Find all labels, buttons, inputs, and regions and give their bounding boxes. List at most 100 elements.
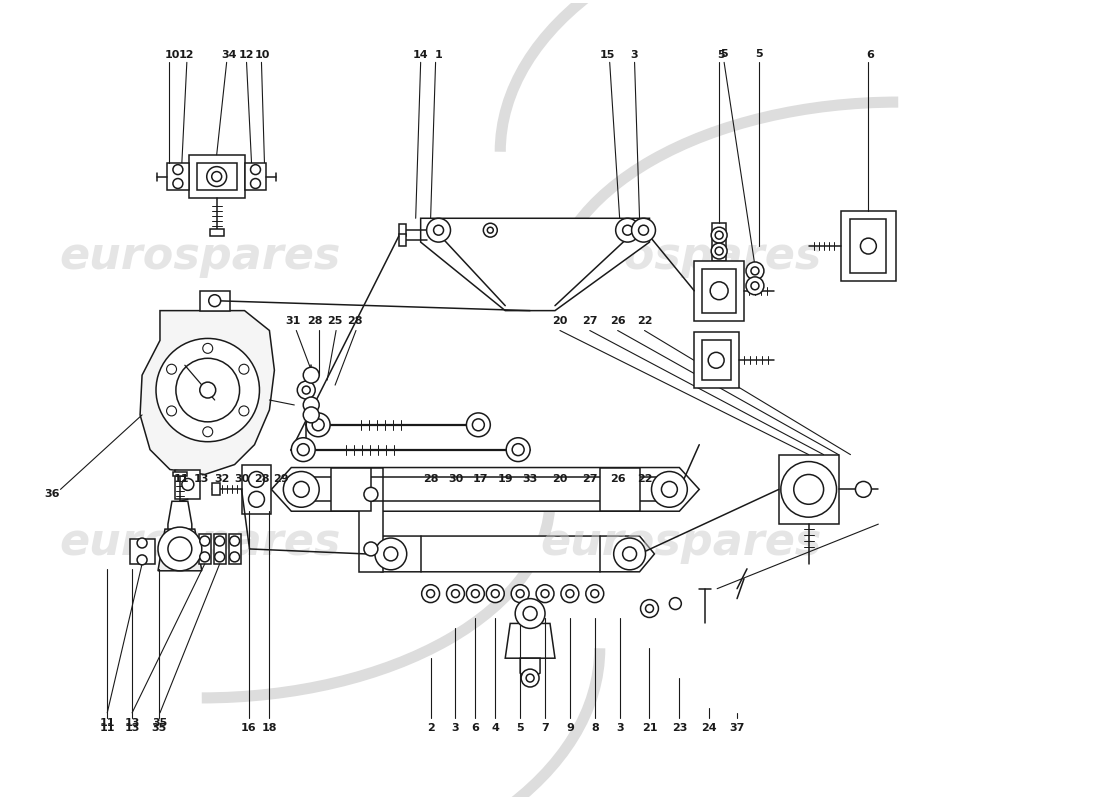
Circle shape bbox=[856, 482, 871, 498]
Text: eurospares: eurospares bbox=[59, 235, 341, 278]
Text: 5: 5 bbox=[755, 50, 762, 59]
Text: 10: 10 bbox=[255, 50, 271, 61]
Text: 6: 6 bbox=[867, 50, 875, 61]
Circle shape bbox=[631, 218, 656, 242]
Polygon shape bbox=[140, 310, 274, 474]
Circle shape bbox=[591, 590, 598, 598]
Circle shape bbox=[486, 585, 504, 602]
Text: 8: 8 bbox=[591, 722, 598, 733]
Circle shape bbox=[433, 226, 443, 235]
Text: 31: 31 bbox=[286, 315, 301, 326]
Circle shape bbox=[200, 536, 210, 546]
Text: eurospares: eurospares bbox=[540, 522, 822, 565]
Circle shape bbox=[781, 462, 836, 517]
Polygon shape bbox=[399, 224, 406, 236]
Text: 17: 17 bbox=[473, 474, 488, 485]
Circle shape bbox=[211, 171, 222, 182]
Polygon shape bbox=[213, 534, 226, 564]
Circle shape bbox=[304, 397, 319, 413]
Polygon shape bbox=[520, 658, 540, 676]
Text: 26: 26 bbox=[609, 474, 626, 485]
Circle shape bbox=[492, 590, 499, 598]
Text: 25: 25 bbox=[328, 315, 343, 326]
Text: eurospares: eurospares bbox=[59, 522, 341, 565]
Circle shape bbox=[306, 413, 330, 437]
Circle shape bbox=[427, 218, 451, 242]
Polygon shape bbox=[199, 534, 211, 564]
Text: 30: 30 bbox=[234, 474, 250, 485]
Circle shape bbox=[156, 338, 260, 442]
Text: 11: 11 bbox=[99, 722, 116, 733]
Circle shape bbox=[200, 552, 210, 562]
Circle shape bbox=[472, 419, 484, 430]
Circle shape bbox=[421, 585, 440, 602]
Circle shape bbox=[427, 590, 434, 598]
Circle shape bbox=[536, 585, 554, 602]
Circle shape bbox=[202, 427, 212, 437]
Circle shape bbox=[715, 247, 723, 255]
Polygon shape bbox=[189, 154, 244, 198]
Text: 32: 32 bbox=[214, 474, 230, 485]
Polygon shape bbox=[211, 483, 220, 495]
Circle shape bbox=[182, 478, 194, 490]
Circle shape bbox=[526, 674, 535, 682]
Polygon shape bbox=[702, 269, 736, 313]
Circle shape bbox=[751, 282, 759, 290]
Circle shape bbox=[472, 590, 480, 598]
Text: 37: 37 bbox=[729, 722, 745, 733]
Polygon shape bbox=[712, 223, 726, 261]
Polygon shape bbox=[850, 219, 887, 273]
Circle shape bbox=[138, 555, 147, 565]
Circle shape bbox=[209, 294, 221, 306]
Text: 13: 13 bbox=[124, 722, 140, 733]
Circle shape bbox=[561, 585, 579, 602]
Circle shape bbox=[860, 238, 877, 254]
Text: 27: 27 bbox=[582, 474, 597, 485]
Polygon shape bbox=[359, 467, 383, 572]
Text: 5: 5 bbox=[717, 50, 725, 61]
Circle shape bbox=[297, 381, 316, 399]
Circle shape bbox=[364, 542, 378, 556]
Text: 12: 12 bbox=[179, 50, 195, 61]
Polygon shape bbox=[399, 234, 406, 246]
Text: 18: 18 bbox=[262, 722, 277, 733]
Circle shape bbox=[447, 585, 464, 602]
Circle shape bbox=[375, 538, 407, 570]
Text: 3: 3 bbox=[630, 50, 638, 61]
Circle shape bbox=[623, 547, 637, 561]
Circle shape bbox=[516, 590, 524, 598]
Circle shape bbox=[176, 358, 240, 422]
Text: 15: 15 bbox=[600, 50, 615, 61]
Circle shape bbox=[711, 282, 728, 300]
Text: 13: 13 bbox=[194, 474, 209, 485]
Circle shape bbox=[304, 367, 319, 383]
Circle shape bbox=[512, 585, 529, 602]
Polygon shape bbox=[168, 502, 191, 534]
Circle shape bbox=[466, 413, 491, 437]
Text: 5: 5 bbox=[720, 50, 728, 59]
Text: 13: 13 bbox=[124, 718, 140, 728]
Circle shape bbox=[138, 538, 147, 548]
Text: 29: 29 bbox=[274, 474, 289, 485]
Circle shape bbox=[230, 552, 240, 562]
Polygon shape bbox=[840, 211, 896, 281]
Circle shape bbox=[202, 343, 212, 354]
Circle shape bbox=[230, 536, 240, 546]
Circle shape bbox=[712, 227, 727, 243]
Circle shape bbox=[708, 352, 724, 368]
Text: 34: 34 bbox=[221, 50, 236, 61]
Circle shape bbox=[794, 474, 824, 504]
Text: 6: 6 bbox=[472, 722, 480, 733]
Circle shape bbox=[284, 471, 319, 507]
Text: 33: 33 bbox=[522, 474, 538, 485]
Text: 12: 12 bbox=[239, 50, 254, 61]
Circle shape bbox=[214, 536, 224, 546]
Circle shape bbox=[200, 382, 216, 398]
Circle shape bbox=[249, 491, 264, 507]
Circle shape bbox=[746, 262, 763, 280]
Text: 2: 2 bbox=[427, 722, 434, 733]
Text: 27: 27 bbox=[582, 315, 597, 326]
Text: eurospares: eurospares bbox=[540, 235, 822, 278]
Circle shape bbox=[746, 277, 763, 294]
Circle shape bbox=[616, 218, 639, 242]
